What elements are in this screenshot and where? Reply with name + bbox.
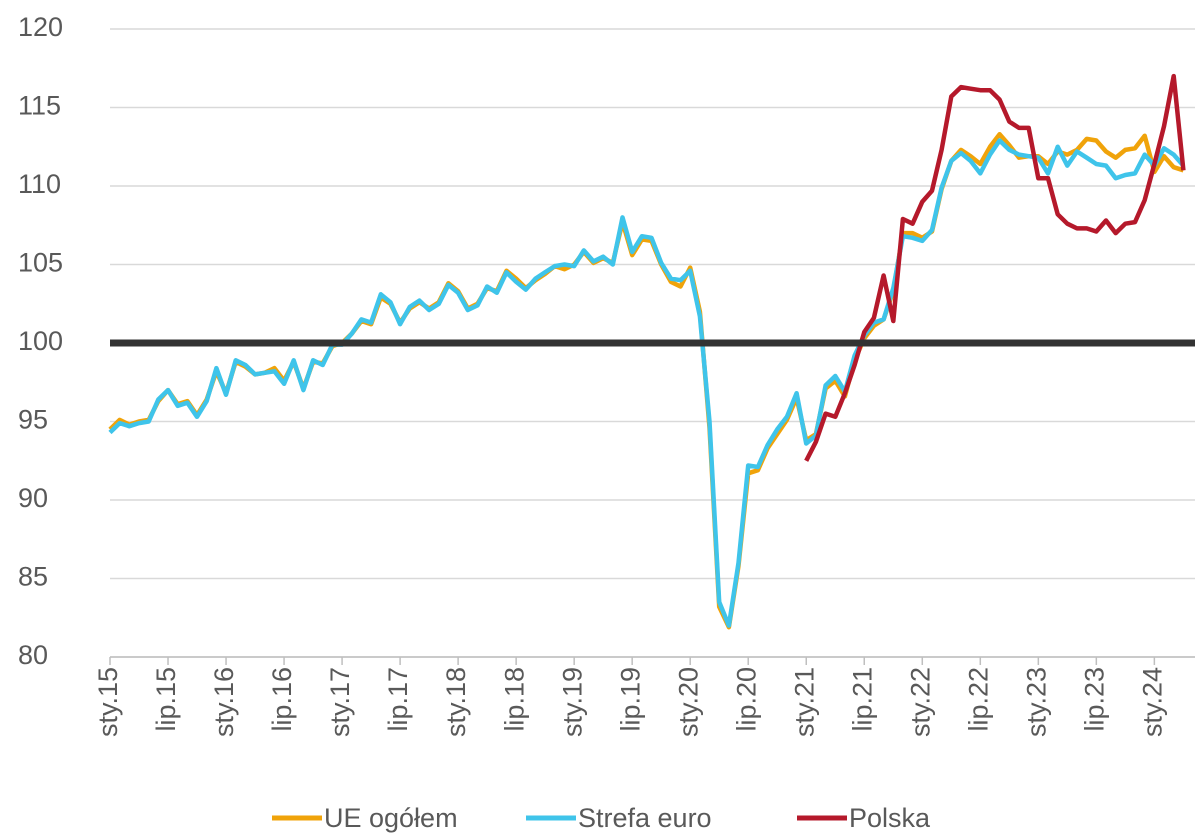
y-tick-label: 115 <box>18 91 61 121</box>
series-line <box>804 73 1186 462</box>
x-tick-label: sty.22 <box>905 667 935 737</box>
x-tick-label: lip.18 <box>499 667 529 732</box>
x-tick-label: sty.18 <box>441 667 471 737</box>
x-tick-label: sty.21 <box>789 667 819 737</box>
y-tick-label: 90 <box>18 483 48 513</box>
y-tick-label: 105 <box>18 248 63 278</box>
series-line <box>108 131 1185 630</box>
y-tick-label: 95 <box>18 405 48 435</box>
x-tick-label: sty.23 <box>1021 667 1051 737</box>
legend-label: Polska <box>849 803 931 833</box>
x-tick-label: sty.15 <box>93 667 123 737</box>
x-tick-label: lip.23 <box>1079 667 1109 732</box>
x-tick-label: lip.21 <box>847 667 877 732</box>
x-tick-label: sty.16 <box>209 667 239 737</box>
series-line <box>108 138 1186 628</box>
x-tick-label: sty.24 <box>1137 667 1167 737</box>
x-tick-label: lip.15 <box>151 667 181 732</box>
x-tick-label: sty.19 <box>557 667 587 737</box>
x-tick-label: lip.22 <box>963 667 993 732</box>
x-tick-label: lip.17 <box>383 667 413 732</box>
legend-label: Strefa euro <box>578 803 712 833</box>
y-tick-label: 80 <box>18 640 48 670</box>
y-tick-label: 100 <box>18 326 63 356</box>
x-tick-label: lip.19 <box>615 667 645 732</box>
y-tick-label: 120 <box>18 12 63 42</box>
x-tick-label: lip.16 <box>267 667 297 732</box>
x-tick-label: sty.17 <box>325 667 355 737</box>
x-tick-label: sty.20 <box>673 667 703 737</box>
legend-label: UE ogółem <box>324 803 458 833</box>
y-tick-label: 85 <box>18 562 48 592</box>
y-tick-label: 110 <box>18 169 61 199</box>
x-tick-label: lip.20 <box>731 667 761 732</box>
